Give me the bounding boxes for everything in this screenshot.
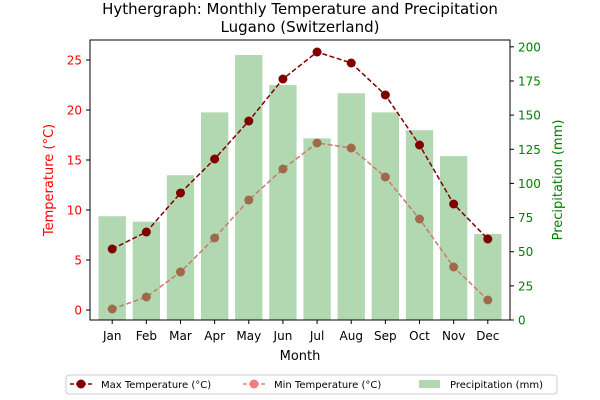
x-tick-label-dec: Dec [476, 329, 499, 343]
max-temp-point-apr [210, 154, 220, 164]
max-temp-point-feb [141, 227, 151, 237]
max-temp-point-jun [278, 74, 288, 84]
legend-precip-swatch [419, 380, 440, 388]
min-temp-point-jan [107, 304, 117, 314]
left-tick-label: 15 [67, 154, 82, 168]
min-temp-point-mar [175, 267, 185, 277]
x-tick-label-jul: Jul [309, 329, 324, 343]
max-temp-point-nov [449, 199, 459, 209]
precip-bar-may [235, 55, 263, 321]
chart-legend: Max Temperature (°C) Min Temperature (°C… [65, 374, 558, 395]
max-temp-point-jul [312, 47, 322, 57]
x-tick-label-nov: Nov [442, 329, 465, 343]
precip-bar-sep [371, 112, 400, 320]
right-y-axis-ticks: 0 25 50 75 100 125 150 175 200 [510, 40, 541, 328]
min-temp-point-jul [312, 138, 322, 148]
right-tick-label: 50 [518, 245, 533, 259]
temperature-lines [107, 47, 493, 314]
x-tick-label-may: May [236, 329, 261, 343]
precip-bar-jan [98, 216, 126, 320]
right-tick-label: 125 [518, 143, 541, 157]
min-temp-line [111, 142, 489, 310]
right-y-axis-label: Precipitation (mm) [551, 120, 566, 241]
precip-bar-feb [132, 221, 160, 320]
max-temp-point-sep [380, 90, 390, 100]
max-temp-point-may [244, 116, 254, 126]
min-temp-point-sep [380, 172, 390, 182]
x-tick-label-jan: Jan [102, 329, 122, 343]
precipitation-bars [98, 55, 502, 321]
max-temp-point-oct [415, 140, 425, 150]
right-tick-label: 200 [518, 40, 541, 54]
chart-title-line1: Hythergraph: Monthly Temperature and Pre… [102, 0, 498, 18]
right-tick-label: 175 [518, 74, 541, 88]
max-temp-point-jan [107, 244, 117, 254]
left-y-axis-label: Temperature (°C) [42, 124, 57, 237]
max-temp-point-aug [346, 58, 356, 68]
legend-min-marker [249, 379, 259, 389]
precip-bar-dec [474, 233, 502, 320]
min-temp-point-jun [278, 164, 288, 174]
left-tick-label: 20 [67, 104, 82, 118]
max-temp-point-mar [175, 188, 185, 198]
max-temp-line [111, 51, 489, 250]
precip-bar-jun [269, 85, 297, 320]
min-temp-point-apr [210, 233, 220, 243]
left-tick-label: 5 [74, 254, 82, 268]
x-tick-label-mar: Mar [169, 329, 192, 343]
plot-frame [89, 39, 511, 321]
x-tick-label-feb: Feb [136, 329, 157, 343]
precip-bar-mar [166, 175, 195, 320]
min-temp-point-feb [141, 292, 151, 302]
min-temp-point-nov [449, 262, 459, 272]
left-tick-label: 10 [67, 204, 82, 218]
min-temp-point-aug [346, 143, 356, 153]
legend-max-label: Max Temperature (°C) [101, 380, 211, 391]
right-tick-label: 150 [518, 109, 541, 123]
precip-bar-nov [440, 156, 468, 320]
max-temp-point-dec [483, 234, 493, 244]
min-temp-point-may [244, 195, 254, 205]
x-axis-label: Month [280, 349, 321, 364]
chart-title-line2: Lugano (Switzerland) [221, 18, 380, 36]
legend-max-marker [76, 379, 86, 389]
precip-bar-jul [303, 138, 331, 320]
precip-bar-aug [337, 93, 365, 320]
precip-bar-apr [200, 112, 229, 320]
legend-frame [65, 374, 558, 395]
left-tick-label: 0 [74, 304, 82, 318]
min-temp-point-dec [483, 295, 493, 305]
right-tick-label: 100 [518, 177, 541, 191]
left-y-axis-ticks: 0 5 10 15 20 25 [67, 54, 90, 318]
x-tick-label-aug: Aug [340, 329, 363, 343]
left-tick-label: 25 [67, 54, 82, 68]
chart-title: Hythergraph: Monthly Temperature and Pre… [102, 0, 498, 36]
precip-bar-oct [405, 130, 434, 320]
right-tick-label: 25 [518, 279, 533, 293]
right-tick-label: 75 [518, 211, 533, 225]
x-tick-label-jun: Jun [273, 329, 293, 343]
min-temp-point-oct [415, 214, 425, 224]
x-axis-ticks: Jan Feb Mar Apr May Jun Jul Aug Sep Oct Nov Dec [102, 320, 499, 343]
legend-min-label: Min Temperature (°C) [274, 380, 381, 391]
x-tick-label-oct: Oct [409, 329, 430, 343]
x-tick-label-apr: Apr [204, 329, 225, 343]
legend-precip-label: Precipitation (mm) [450, 380, 543, 391]
x-tick-label-sep: Sep [374, 329, 397, 343]
right-tick-label: 0 [518, 314, 526, 328]
